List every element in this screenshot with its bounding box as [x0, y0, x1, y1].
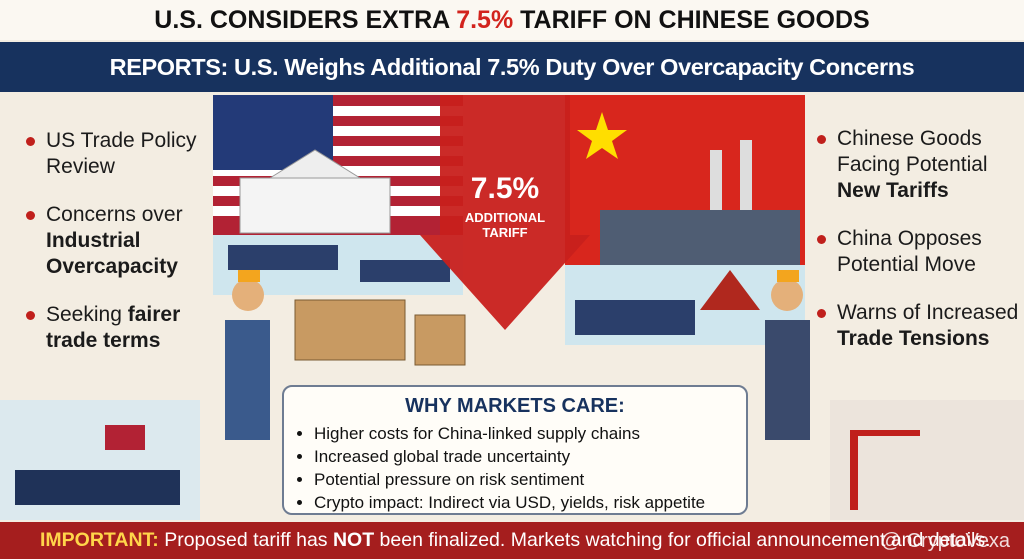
title-text: U.S. CONSIDERS EXTRA	[154, 6, 457, 34]
text: Concerns over	[46, 203, 183, 226]
bold-text: Industrial Overcapacity	[46, 229, 178, 278]
subtitle: REPORTS: U.S. Weighs Additional 7.5% Dut…	[0, 42, 1024, 92]
bullet-point: Chinese Goods Facing Potential New Tarif…	[817, 126, 1022, 204]
bold-text: fairer trade terms	[46, 303, 181, 352]
markets-box: WHY MARKETS CARE: Higher costs for China…	[282, 385, 748, 515]
footer-bold: NOT	[332, 529, 375, 551]
title-highlight: 7.5%	[456, 6, 514, 34]
footer-text: been finalized. Markets watching for off…	[374, 529, 991, 551]
text: US Trade Policy Review	[46, 129, 197, 178]
bullet-point: Concerns over Industrial Overcapacity	[26, 202, 206, 280]
text: Warns of Increased	[837, 301, 1019, 324]
left-points: US Trade Policy Review Concerns over Indu…	[26, 128, 206, 376]
right-points: Chinese Goods Facing Potential New Tarif…	[817, 126, 1022, 374]
footer-label: IMPORTANT:	[40, 529, 159, 551]
markets-title: WHY MARKETS CARE:	[405, 395, 625, 417]
text: Chinese Goods Facing Potential	[837, 127, 988, 176]
bullet-point: Warns of Increased Trade Tensions	[817, 300, 1022, 352]
market-item: Crypto impact: Indirect via USD, yields,…	[314, 491, 732, 514]
arrow-value: 7.5%	[470, 172, 540, 205]
markets-list: Higher costs for China-linked supply cha…	[298, 422, 732, 514]
arrow-label: 7.5% ADDITIONAL TARIFF	[450, 172, 560, 240]
bullet-point: China Opposes Potential Move	[817, 226, 1022, 278]
market-item: Higher costs for China-linked supply cha…	[314, 422, 732, 445]
bullet-point: Seeking fairer trade terms	[26, 302, 206, 354]
arrow-text: TARIFF	[482, 225, 528, 240]
footer: IMPORTANT: Proposed tariff has NOT been …	[0, 522, 1024, 559]
market-item: Potential pressure on risk sentiment	[314, 468, 732, 491]
text: China Opposes Potential Move	[837, 227, 982, 276]
bold-text: Trade Tensions	[837, 327, 990, 350]
bullet-point: US Trade Policy Review	[26, 128, 206, 180]
footer-text: Proposed tariff has	[158, 529, 333, 551]
market-item: Increased global trade uncertainty	[314, 445, 732, 468]
watermark: @ CryptoVexa	[880, 530, 1010, 552]
text: Seeking	[46, 303, 128, 326]
title-text: TARIFF ON CHINESE GOODS	[513, 6, 870, 34]
title: U.S. CONSIDERS EXTRA 7.5% TARIFF ON CHIN…	[0, 0, 1024, 40]
arrow-text: ADDITIONAL	[464, 210, 546, 225]
bold-text: New Tariffs	[837, 179, 949, 202]
